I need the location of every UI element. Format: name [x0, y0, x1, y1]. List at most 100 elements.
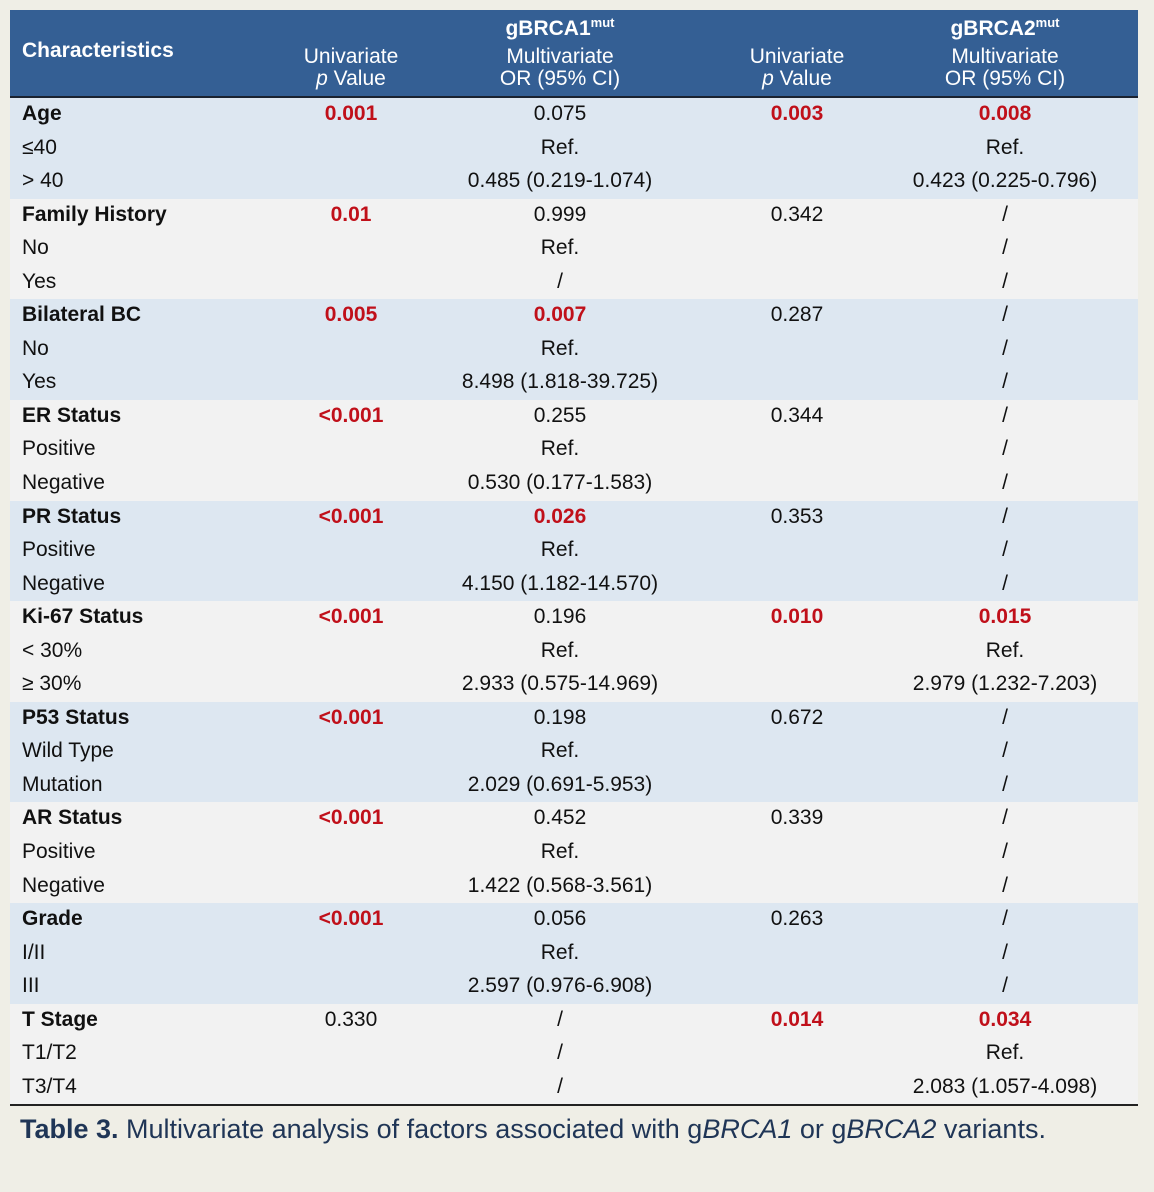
table-row: Mutation 2.029 (0.691-5.953) /	[10, 768, 1138, 803]
subheader-line2: Value	[327, 67, 386, 90]
gbrca1-multivariate-or: /	[557, 1074, 563, 1098]
row-label: T3/T4	[22, 1074, 77, 1098]
row-label: Grade	[22, 907, 83, 931]
gbrca1-multivariate-or: 0.530 (0.177-1.583)	[467, 471, 653, 495]
gbrca2-multivariate-or: /	[1002, 504, 1008, 528]
table-row: Negative 4.150 (1.182-14.570) /	[10, 567, 1138, 602]
row-label: > 40	[22, 169, 64, 193]
gbrca1-multivariate-or: Ref.	[540, 739, 580, 763]
gbrca2-multivariate-or: /	[1002, 907, 1008, 931]
subheader-line1: Univariate	[303, 45, 399, 68]
row-label: T1/T2	[22, 1041, 77, 1065]
gbrca1-multivariate-or: 0.452	[533, 806, 587, 830]
gbrca1-univariate-p: <0.001	[318, 504, 384, 528]
gbrca2-multivariate-or: /	[1002, 571, 1008, 595]
gbrca2-univariate-p: 0.672	[770, 705, 824, 729]
gbrca1-univariate-p: <0.001	[318, 705, 384, 729]
caption-gene: BRCA2	[846, 1114, 937, 1144]
table-row: Yes 8.498 (1.818-39.725) /	[10, 366, 1138, 400]
gbrca1-multivariate-or: 0.075	[533, 102, 587, 125]
gbrca1-univariate-p: <0.001	[318, 907, 384, 931]
gbrca1-multivariate-or: 2.597 (0.976-6.908)	[467, 974, 653, 998]
subheader-line2: Value	[773, 67, 832, 90]
table-row: No Ref. /	[10, 232, 1138, 266]
gbrca1-univariate-p: <0.001	[318, 403, 384, 427]
gbrca2-univariate-p: 0.344	[770, 403, 824, 427]
gbrca2-multivariate-or: /	[1002, 739, 1008, 763]
table-row: No Ref. /	[10, 332, 1138, 367]
gbrca1-multivariate-or: 0.056	[533, 907, 587, 931]
caption-gene: BRCA1	[702, 1114, 793, 1144]
row-label: Age	[22, 102, 62, 125]
gbrca2-univariate-p: 0.010	[770, 605, 824, 629]
gbrca2-multivariate-or: /	[1002, 403, 1008, 427]
subheader-multivariate: Multivariate OR (95% CI)	[895, 46, 1115, 90]
table-row: T1/T2 / Ref.	[10, 1037, 1138, 1071]
row-label: < 30%	[22, 638, 83, 662]
table-row-group: Family History 0.01 0.999 0.342 /	[10, 198, 1138, 233]
row-label: Negative	[22, 873, 105, 897]
table-row: Yes / /	[10, 265, 1138, 300]
gbrca1-multivariate-or: Ref.	[540, 538, 580, 562]
gbrca2-univariate-p: 0.263	[770, 907, 824, 931]
gbrca2-multivariate-or: 0.015	[978, 605, 1032, 629]
gbrca1-univariate-p: <0.001	[318, 605, 384, 629]
gbrca2-multivariate-or: /	[1002, 705, 1008, 729]
gbrca2-multivariate-or: Ref.	[985, 1041, 1025, 1065]
table-row: III 2.597 (0.976-6.908) /	[10, 970, 1138, 1004]
group-name: gBRCA1	[505, 17, 591, 40]
table-row-group: T Stage 0.330 / 0.014 0.034	[10, 1003, 1138, 1038]
row-label: I/II	[22, 940, 46, 964]
gbrca2-multivariate-or: 2.979 (1.232-7.203)	[912, 672, 1098, 696]
gbrca2-multivariate-or: /	[1002, 806, 1008, 830]
gbrca2-multivariate-or: /	[1002, 772, 1008, 796]
gbrca2-univariate-p: 0.003	[770, 102, 824, 125]
header-group-gbrca2: gBRCA2mut	[785, 12, 1154, 40]
table-caption: Table 3. Multivariate analysis of factor…	[20, 1114, 1130, 1144]
gbrca2-univariate-p: 0.339	[770, 806, 824, 830]
table-row: ≥ 30% 2.933 (0.575-14.969) 2.979 (1.232-7.…	[10, 668, 1138, 702]
caption-text: or g	[792, 1114, 847, 1144]
gbrca1-multivariate-or: Ref.	[540, 336, 580, 360]
gbrca2-multivariate-or: 0.423 (0.225-0.796)	[912, 169, 1098, 193]
gbrca1-multivariate-or: 0.485 (0.219-1.074)	[467, 169, 653, 193]
gbrca1-multivariate-or: Ref.	[540, 437, 580, 461]
subheader-univariate: Univariate p Value	[687, 46, 907, 90]
row-label: No	[22, 236, 49, 260]
caption-label: Table 3.	[20, 1114, 119, 1144]
row-label: Positive	[22, 437, 96, 461]
gbrca2-multivariate-or: /	[1002, 303, 1008, 327]
row-label: ≤40	[22, 135, 57, 159]
gbrca1-multivariate-or: 0.198	[533, 705, 587, 729]
table-row-group: P53 Status <0.001 0.198 0.672 /	[10, 701, 1138, 736]
gbrca2-multivariate-or: /	[1002, 840, 1008, 864]
table-row: Wild Type Ref. /	[10, 735, 1138, 769]
gbrca2-multivariate-or: /	[1002, 873, 1008, 897]
gbrca2-multivariate-or: Ref.	[985, 638, 1025, 662]
group-name: gBRCA2	[950, 17, 1036, 40]
gbrca1-multivariate-or: 2.029 (0.691-5.953)	[467, 772, 653, 796]
gbrca1-univariate-p: 0.01	[330, 202, 372, 226]
gbrca2-univariate-p: 0.287	[770, 303, 824, 327]
gbrca2-univariate-p: 0.353	[770, 504, 824, 528]
table-bottom-rule	[10, 1104, 1138, 1107]
gbrca2-multivariate-or: /	[1002, 269, 1008, 293]
table-row: < 30% Ref. Ref.	[10, 634, 1138, 669]
table-row: ≤40 Ref. Ref.	[10, 131, 1138, 166]
gbrca1-multivariate-or: 8.498 (1.818-39.725)	[461, 370, 659, 394]
table-row: Negative 1.422 (0.568-3.561) /	[10, 869, 1138, 904]
header-group-gbrca1: gBRCA1mut	[340, 12, 780, 40]
gbrca2-multivariate-or: /	[1002, 940, 1008, 964]
row-label: Negative	[22, 471, 105, 495]
row-label: ER Status	[22, 403, 122, 427]
row-label: ≥ 30%	[22, 672, 82, 696]
table-row-group: Ki-67 Status <0.001 0.196 0.010 0.015	[10, 601, 1138, 635]
table-body: Age 0.001 0.075 0.003 0.008 ≤40 Ref. Ref. > 40 0…	[10, 98, 1138, 1105]
gbrca2-multivariate-or: 0.008	[978, 102, 1032, 125]
row-label: No	[22, 336, 49, 360]
row-label: Yes	[22, 370, 57, 394]
caption-text: variants.	[936, 1114, 1046, 1144]
gbrca1-univariate-p: 0.330	[324, 1007, 378, 1031]
gbrca1-univariate-p: 0.005	[324, 303, 378, 327]
gbrca1-multivariate-or: 4.150 (1.182-14.570)	[461, 571, 659, 595]
